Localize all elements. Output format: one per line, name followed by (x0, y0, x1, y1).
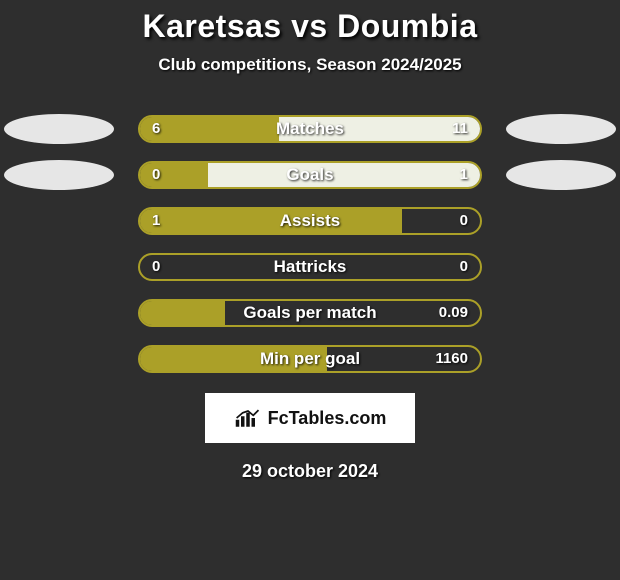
player-right-ellipse-icon (506, 114, 616, 144)
stat-label: Goals (140, 163, 480, 187)
stat-bar: Matches6 11 (138, 115, 482, 143)
stat-value-right: 1 (460, 163, 468, 187)
stat-bar: Assists1 0 (138, 207, 482, 235)
player-left-ellipse-icon (4, 160, 114, 190)
stat-bar: Goals per match0.09 (138, 299, 482, 327)
stat-row: Assists1 0 (0, 201, 620, 247)
infographic-container: Karetsas vs Doumbia Club competitions, S… (0, 0, 620, 482)
page-title: Karetsas vs Doumbia (0, 8, 620, 45)
stat-row: Goals0 1 (0, 155, 620, 201)
stat-row: Hattricks0 0 (0, 247, 620, 293)
stat-row: Goals per match0.09 (0, 293, 620, 339)
stat-label: Hattricks (140, 255, 480, 279)
stat-bar: Hattricks0 0 (138, 253, 482, 281)
stat-value-left: 0 (152, 163, 160, 187)
stat-label: Goals per match (140, 301, 480, 325)
date-text: 29 october 2024 (0, 461, 620, 482)
stat-rows: Matches611Goals01Assists10Hattricks00Goa… (0, 109, 620, 385)
player-right-ellipse-icon (506, 160, 616, 190)
stat-value-right: 0.09 (439, 301, 468, 325)
stat-value-left: 0 (152, 255, 160, 279)
stat-value-right: 0 (460, 209, 468, 233)
stat-bar: Goals0 1 (138, 161, 482, 189)
stat-value-left: 1 (152, 209, 160, 233)
stat-bar: Min per goal1160 (138, 345, 482, 373)
stat-value-left: 6 (152, 117, 160, 141)
stat-label: Min per goal (140, 347, 480, 371)
stat-value-right: 0 (460, 255, 468, 279)
brand-badge: FcTables.com (205, 393, 415, 443)
stat-label: Matches (140, 117, 480, 141)
brand-text: FcTables.com (268, 408, 387, 429)
stat-label: Assists (140, 209, 480, 233)
stat-row: Matches6 11 (0, 109, 620, 155)
stat-value-right: 11 (452, 117, 468, 141)
stat-value-right: 1160 (435, 347, 468, 371)
stat-row: Min per goal1160 (0, 339, 620, 385)
subtitle: Club competitions, Season 2024/2025 (0, 55, 620, 75)
player-left-ellipse-icon (4, 114, 114, 144)
fctables-logo-icon (234, 407, 262, 429)
